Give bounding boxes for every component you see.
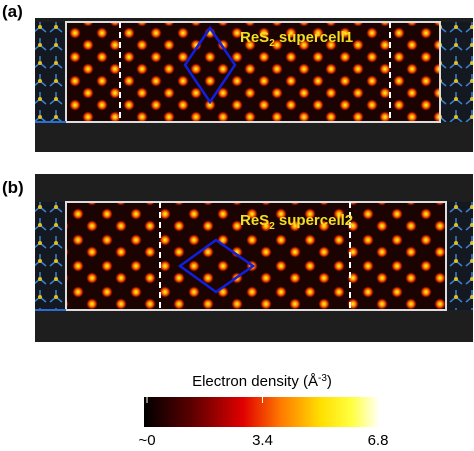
unit-cell: [183, 25, 237, 105]
panel-label: (a): [2, 2, 23, 21]
side-structure: [446, 202, 473, 310]
title-superscript: -3: [318, 373, 327, 384]
title-subscript: 2: [269, 221, 275, 232]
side-structure: [35, 22, 67, 122]
tick-label: ~0: [138, 432, 155, 449]
panel-a: (a) ReS2 supercell1: [2, 2, 473, 152]
panel-b: (b) ReS2 supercell2: [2, 174, 473, 342]
colorbar-title: Electron density (Å-3): [192, 373, 332, 390]
title-text: ReS: [240, 29, 269, 46]
panel-title: ReS2 supercell1: [240, 29, 353, 49]
title-text: Electron density (Å: [192, 373, 318, 390]
title-text: ReS: [240, 212, 269, 229]
side-structure: [35, 202, 66, 310]
colorbar: Electron density (Å-3) ~0 3.4 6.8: [138, 373, 388, 449]
title-subscript: 2: [269, 38, 275, 49]
title-text: supercell2: [275, 212, 353, 229]
panel-title: ReS2 supercell2: [240, 212, 353, 232]
density-map: [65, 21, 441, 123]
tick-label: 3.4: [252, 432, 273, 449]
title-text: ): [327, 373, 332, 390]
tick-label: 6.8: [368, 432, 389, 449]
title-text: supercell1: [275, 29, 353, 46]
panel-label: (b): [2, 178, 24, 197]
unit-cell: [177, 238, 256, 294]
side-structure: [440, 22, 473, 122]
density-map: [65, 201, 447, 311]
